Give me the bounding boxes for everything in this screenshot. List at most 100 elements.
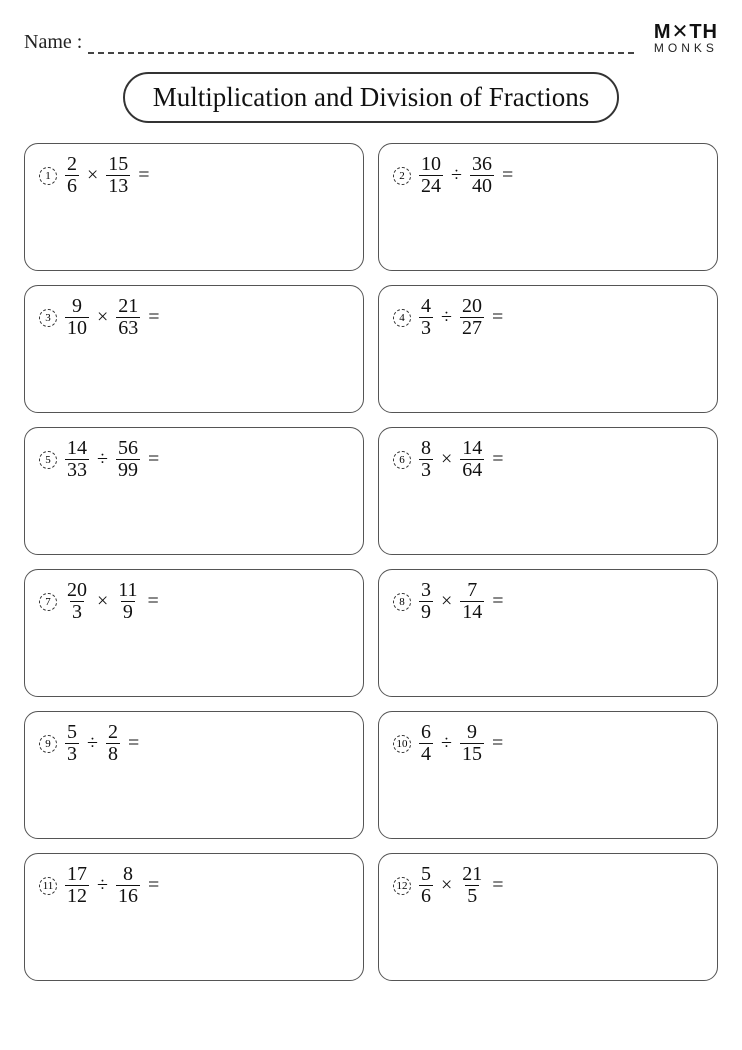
problem-expression: 11 1712 ÷ 816 =: [39, 864, 349, 907]
equals-sign: =: [502, 164, 513, 187]
logo-m: M: [654, 21, 672, 43]
problem-expression: 7 203 × 119 =: [39, 580, 349, 623]
numerator: 10: [419, 154, 443, 175]
equals-sign: =: [492, 590, 503, 613]
equals-sign: =: [148, 590, 159, 613]
denominator: 13: [106, 175, 130, 197]
denominator: 33: [65, 459, 89, 481]
problem-cell: 1064÷915=: [378, 711, 718, 839]
expression: 1712 ÷ 816 =: [65, 864, 159, 907]
denominator: 63: [116, 317, 140, 339]
denominator: 8: [106, 743, 120, 765]
fraction-a: 1024: [419, 154, 443, 197]
fraction-b: 1513: [106, 154, 130, 197]
denominator: 24: [419, 175, 443, 197]
fraction-a: 1712: [65, 864, 89, 907]
name-input-line[interactable]: [88, 36, 634, 54]
problem-expression: 839×714=: [393, 580, 703, 623]
fraction-b: 915: [460, 722, 484, 765]
fraction-b: 714: [460, 580, 484, 623]
fraction-b: 2163: [116, 296, 140, 339]
logo-x-icon: ✕: [672, 21, 690, 43]
divide-operator: ÷: [441, 306, 452, 329]
fraction-b: 816: [116, 864, 140, 907]
fraction-a: 910: [65, 296, 89, 339]
fraction-b: 2027: [460, 296, 484, 339]
denominator: 3: [419, 459, 433, 481]
problem-cell: 953÷28=: [24, 711, 364, 839]
problem-number: 12: [393, 877, 411, 895]
fraction-b: 119: [116, 580, 139, 623]
numerator: 56: [116, 438, 140, 459]
fraction-a: 26: [65, 154, 79, 197]
fraction-a: 64: [419, 722, 433, 765]
equals-sign: =: [492, 306, 503, 329]
numerator: 3: [419, 580, 433, 601]
denominator: 4: [419, 743, 433, 765]
numerator: 2: [106, 722, 120, 743]
problem-number: 3: [39, 309, 57, 327]
equals-sign: =: [492, 874, 503, 897]
fraction-b: 3640: [470, 154, 494, 197]
numerator: 14: [65, 438, 89, 459]
problem-number: 9: [39, 735, 57, 753]
numerator: 20: [460, 296, 484, 317]
numerator: 2: [65, 154, 79, 175]
problem-number: 10: [393, 735, 411, 753]
divide-operator: ÷: [441, 732, 452, 755]
problem-number: 7: [39, 593, 57, 611]
name-label: Name :: [24, 31, 82, 54]
problem-cell: 3 910×2163=: [24, 285, 364, 413]
divide-operator: ÷: [97, 448, 108, 471]
problem-cell: 839×714=: [378, 569, 718, 697]
problem-expression: 1256×215=: [393, 864, 703, 907]
multiply-operator: ×: [87, 164, 98, 187]
numerator: 5: [65, 722, 79, 743]
equals-sign: =: [492, 448, 503, 471]
problem-expression: 126×1513=: [39, 154, 349, 197]
denominator: 12: [65, 885, 89, 907]
problem-cell: 21024÷3640=: [378, 143, 718, 271]
equals-sign: =: [148, 448, 159, 471]
numerator: 20: [65, 580, 89, 601]
fraction-a: 53: [65, 722, 79, 765]
denominator: 64: [460, 459, 484, 481]
problem-expression: 953÷28=: [39, 722, 349, 765]
denominator: 40: [470, 175, 494, 197]
problem-expression: 443÷2027=: [393, 296, 703, 339]
expression: 910×2163=: [65, 296, 160, 339]
denominator: 14: [460, 601, 484, 623]
denominator: 10: [65, 317, 89, 339]
denominator: 9: [419, 601, 433, 623]
problem-number: 2: [393, 167, 411, 185]
equals-sign: =: [148, 874, 159, 897]
denominator: 3: [70, 601, 84, 623]
numerator: 36: [470, 154, 494, 175]
problem-cell: 7 203 × 119 =: [24, 569, 364, 697]
worksheet-title: Multiplication and Division of Fractions: [123, 72, 619, 123]
numerator: 15: [106, 154, 130, 175]
logo-th: TH: [689, 21, 718, 43]
numerator: 8: [419, 438, 433, 459]
problem-cell: 1256×215=: [378, 853, 718, 981]
problem-expression: 3 910×2163=: [39, 296, 349, 339]
fraction-b: 1464: [460, 438, 484, 481]
problem-expression: 21024÷3640=: [393, 154, 703, 197]
divide-operator: ÷: [97, 874, 108, 897]
expression: 53÷28=: [65, 722, 139, 765]
fraction-a: 56: [419, 864, 433, 907]
expression: 203 × 119 =: [65, 580, 159, 623]
fraction-a: 43: [419, 296, 433, 339]
multiply-operator: ×: [97, 590, 108, 613]
numerator: 21: [460, 864, 484, 885]
expression: 43 ÷ 2027 =: [419, 296, 503, 339]
denominator: 6: [65, 175, 79, 197]
problem-number: 11: [39, 877, 57, 895]
numerator: 21: [116, 296, 140, 317]
problem-cell: 11 1712 ÷ 816 =: [24, 853, 364, 981]
problem-cell: 51433÷5699=: [24, 427, 364, 555]
fraction-a: 203: [65, 580, 89, 623]
title-container: Multiplication and Division of Fractions: [24, 72, 718, 123]
equals-sign: =: [128, 732, 139, 755]
problem-expression: 683×1464=: [393, 438, 703, 481]
